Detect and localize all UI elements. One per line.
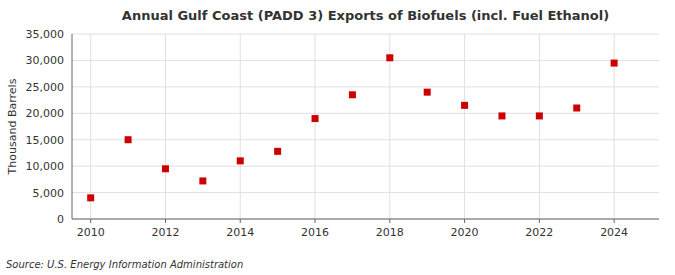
point [573,105,580,112]
point [461,102,468,109]
point [162,165,169,172]
y-tick-label: 5,000 [33,187,65,200]
y-grid-line [72,60,659,61]
y-tick-label: 10,000 [26,160,65,173]
x-tick-label: 2014 [226,226,254,239]
y-grid-line [72,139,659,140]
x-tick [240,219,241,223]
y-axis-label: Thousand Barrels [6,78,19,175]
y-tick-label: 35,000 [26,28,65,41]
x-tick [389,219,390,223]
x-tick-label: 2020 [451,226,479,239]
point [386,54,393,61]
x-grid-line [90,34,91,219]
x-tick-label: 2010 [77,226,105,239]
chart-container: 0 5,000 10,000 15,000 20,000 25,000 30,000 35,0… [0,0,675,275]
y-grid-line [72,166,659,167]
x-tick-label: 2018 [376,226,404,239]
x-axis-line [72,219,659,220]
point [611,60,618,67]
point [349,91,356,98]
y-grid-line [72,34,659,35]
title: Annual Gulf Coast (PADD 3) Exports of Bi… [122,8,609,23]
x-tick-label: 2024 [600,226,628,239]
x-grid-line [315,34,316,219]
y-grid-line [72,86,659,87]
x-grid-line [389,34,390,219]
point [424,89,431,96]
x-tick [165,219,166,223]
x-tick [539,219,540,223]
y-grid-line [72,113,659,114]
point [199,177,206,184]
x-grid-line [464,34,465,219]
point [498,112,505,119]
x-tick [614,219,615,223]
axes: 0 5,000 10,000 15,000 20,000 25,000 30,000 35,0… [26,28,660,239]
y-axis-line [72,34,73,219]
point [312,115,319,122]
y-tick-label: 20,000 [26,107,65,120]
point [274,148,281,155]
y-tick-label: 30,000 [26,54,65,67]
y-tick-label: 15,000 [26,134,65,147]
x-tick-label: 2022 [525,226,553,239]
x-grid-line [539,34,540,219]
source-note: Source: U.S. Energy Information Administ… [6,259,243,270]
y-tick-label: 25,000 [26,81,65,94]
point [125,136,132,143]
y-grid-line [72,192,659,193]
chart: 0 5,000 10,000 15,000 20,000 25,000 30,000 35,0… [0,0,675,275]
point [87,194,94,201]
point [237,157,244,164]
points [87,54,617,201]
y-tick-label: 0 [57,213,64,226]
x-tick [464,219,465,223]
x-tick [90,219,91,223]
x-tick-label: 2012 [151,226,179,239]
y-grid-line [72,219,659,220]
x-grid-line [240,34,241,219]
grid [72,34,659,219]
x-tick [315,219,316,223]
x-tick-label: 2016 [301,226,329,239]
point [536,112,543,119]
x-grid-line [165,34,166,219]
